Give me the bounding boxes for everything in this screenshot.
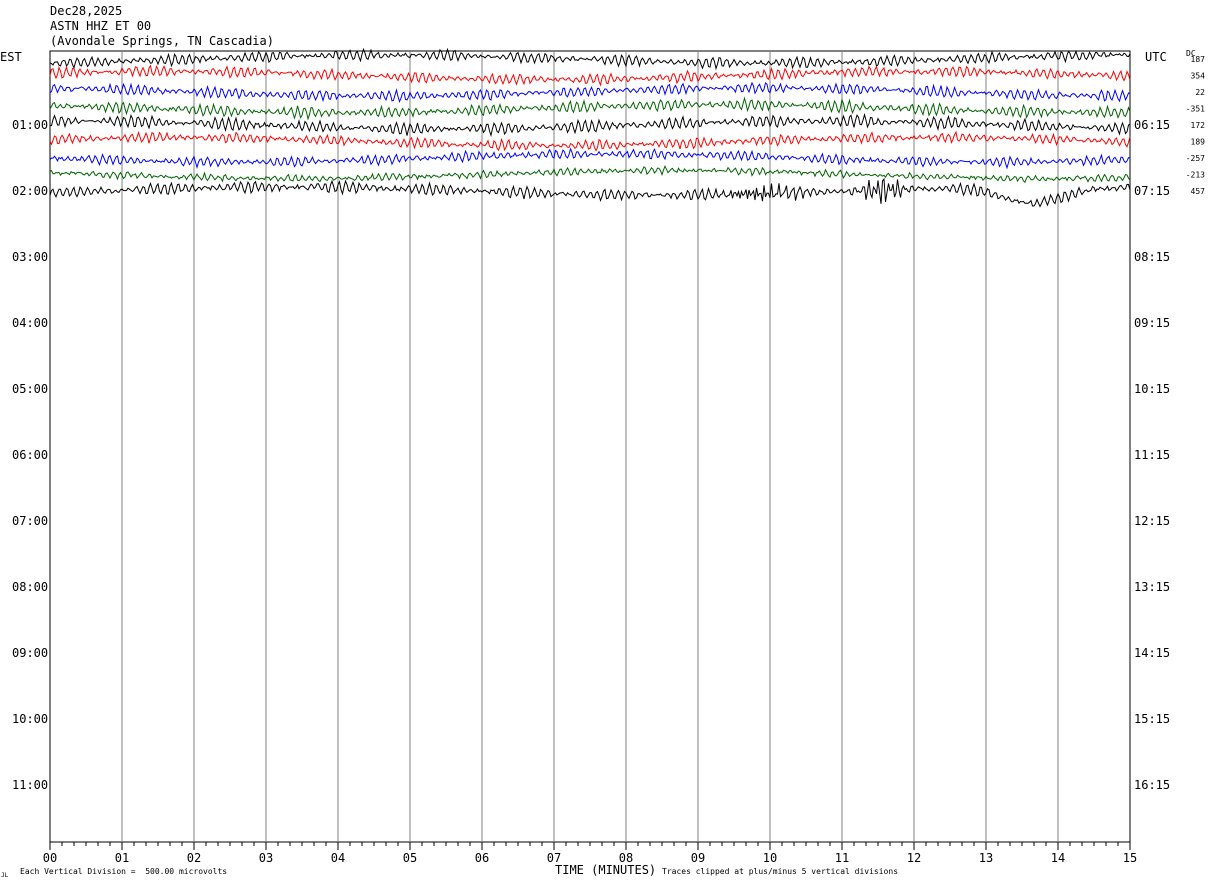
x-tick-label: 04 <box>331 851 345 865</box>
left-hour-label: 06:00 <box>12 448 48 462</box>
x-tick-label: 02 <box>187 851 201 865</box>
right-hour-label: 13:15 <box>1134 580 1170 594</box>
left-hour-label: 11:00 <box>12 778 48 792</box>
x-tick-label: 01 <box>115 851 129 865</box>
left-hour-label: 01:00 <box>12 118 48 132</box>
right-hour-label: 15:15 <box>1134 712 1170 726</box>
right-hour-label: 07:15 <box>1134 184 1170 198</box>
seismic-trace <box>49 96 1131 121</box>
seismic-trace <box>49 64 1131 87</box>
right-timezone-label: UTC <box>1145 50 1167 64</box>
right-hour-label: 10:15 <box>1134 382 1170 396</box>
seismic-trace <box>50 112 1131 138</box>
x-tick-label: 09 <box>691 851 705 865</box>
dc-offset-value: 457 <box>1191 187 1206 196</box>
vertical-division-note: Each Vertical Division = 500.00 microvol… <box>20 867 228 876</box>
dc-offset-value: 187 <box>1191 55 1206 64</box>
station-location: (Avondale Springs, TN Cascadia) <box>50 34 274 48</box>
seismic-trace <box>49 147 1131 170</box>
x-axis-label: TIME (MINUTES) <box>555 863 657 877</box>
left-hour-label: 09:00 <box>12 646 48 660</box>
x-tick-label: 14 <box>1051 851 1065 865</box>
right-hour-label: 08:15 <box>1134 250 1170 264</box>
x-tick-label: 03 <box>259 851 273 865</box>
right-hour-label: 14:15 <box>1134 646 1170 660</box>
left-hour-label: 10:00 <box>12 712 48 726</box>
x-tick-label: 07 <box>547 851 561 865</box>
plot-frame <box>49 50 1131 843</box>
x-tick-label: 05 <box>403 851 417 865</box>
x-tick-label: 15 <box>1123 851 1137 865</box>
dc-offset-value: -257 <box>1186 154 1205 163</box>
seismic-trace <box>49 164 1131 184</box>
left-hour-label: 07:00 <box>12 514 48 528</box>
dc-offset-value: -213 <box>1186 171 1205 180</box>
plot-date: Dec28,2025 <box>50 4 123 18</box>
left-hour-label: 05:00 <box>12 382 48 396</box>
seismic-trace <box>49 47 1131 71</box>
x-tick-label: 11 <box>835 851 849 865</box>
left-hour-label: 02:00 <box>12 184 48 198</box>
right-hour-label: 11:15 <box>1134 448 1170 462</box>
x-tick-label: 08 <box>619 851 633 865</box>
right-hour-label: 06:15 <box>1134 118 1170 132</box>
dc-offset-value: -351 <box>1186 105 1205 114</box>
seismic-trace <box>49 130 1131 152</box>
seismic-trace <box>49 81 1131 104</box>
left-timezone-label: EST <box>0 50 22 64</box>
dc-offset-value: 172 <box>1191 121 1206 130</box>
right-hour-label: 16:15 <box>1134 778 1170 792</box>
seismic-trace <box>49 177 1131 208</box>
left-hour-label: 03:00 <box>12 250 48 264</box>
left-hour-label: 08:00 <box>12 580 48 594</box>
x-tick-label: 06 <box>475 851 489 865</box>
corner-mark: JL <box>1 872 9 879</box>
dc-offset-value: 22 <box>1195 88 1205 97</box>
dc-offset-value: 189 <box>1191 138 1206 147</box>
x-tick-label: 12 <box>907 851 921 865</box>
right-hour-label: 09:15 <box>1134 316 1170 330</box>
left-hour-label: 04:00 <box>12 316 48 330</box>
right-hour-label: 12:15 <box>1134 514 1170 528</box>
station-code: ASTN HHZ ET 00 <box>50 19 152 33</box>
dc-offset-value: 354 <box>1191 72 1206 81</box>
x-tick-label: 10 <box>763 851 777 865</box>
x-tick-label: 13 <box>979 851 993 865</box>
clipping-note: Traces clipped at plus/minus 5 vertical … <box>662 867 899 876</box>
x-tick-label: 00 <box>43 851 57 865</box>
dc-offset-header: DC <box>1186 49 1196 58</box>
